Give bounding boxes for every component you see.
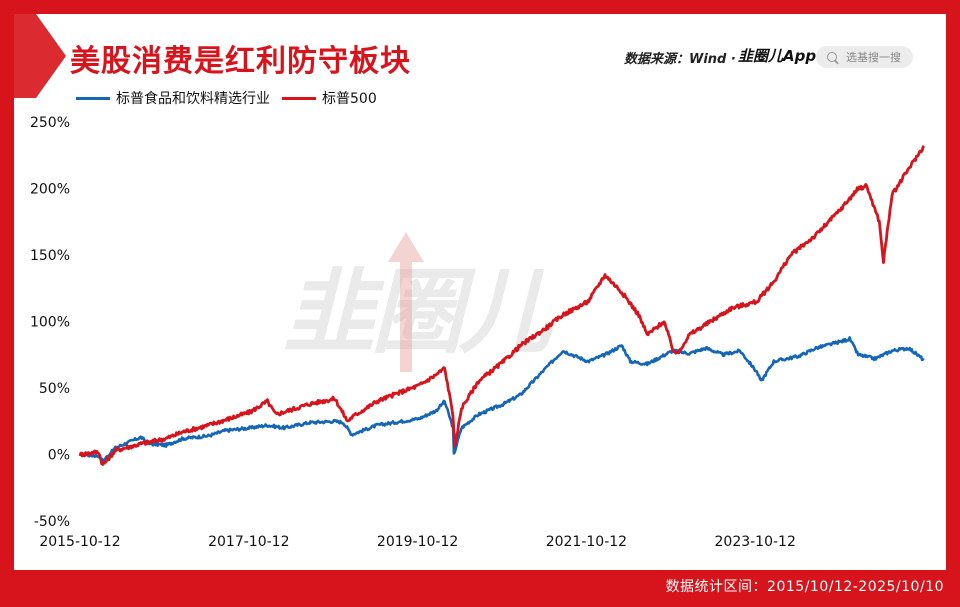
corner-decoration (14, 14, 66, 98)
x-tick-label: 2017-10-12 (208, 534, 289, 550)
x-tick-label: 2019-10-12 (377, 534, 458, 550)
chart-card (14, 14, 946, 570)
legend-swatch-red (282, 96, 316, 100)
brand-logo: 韭圈儿App (738, 47, 817, 65)
y-tick-label: 50% (39, 381, 70, 397)
series-line-food-beverage (79, 336, 925, 463)
legend-label: 标普500 (322, 91, 377, 107)
search-icon (827, 52, 837, 62)
y-tick-label: 200% (30, 182, 70, 198)
y-tick-label: 0% (48, 448, 70, 464)
search-box[interactable]: 选基搜一搜 (816, 46, 913, 68)
data-source: 数据来源：Wind · (624, 52, 736, 67)
y-tick-label: -50% (34, 514, 70, 530)
y-tick-label: 100% (30, 315, 70, 331)
x-tick-label: 2023-10-12 (715, 534, 796, 550)
y-tick-label: 250% (30, 115, 70, 131)
x-tick-label: 2021-10-12 (546, 534, 627, 550)
legend-swatch-blue (76, 96, 110, 100)
legend-label: 标普食品和饮料精选行业 (116, 91, 270, 107)
legend-item-sp500: 标普500 (282, 88, 377, 108)
x-tick-label: 2015-10-12 (39, 534, 120, 550)
date-range-footer: 数据统计区间：2015/10/12-2025/10/10 (665, 579, 944, 595)
chart-title: 美股消费是红利防守板块 (70, 44, 411, 79)
series-line-sp500 (78, 144, 926, 466)
search-placeholder: 选基搜一搜 (846, 51, 901, 64)
watermark-logo: 韭圈儿 (283, 259, 551, 366)
chart-legend: 标普食品和饮料精选行业 标普500 (76, 88, 389, 108)
y-tick-label: 150% (30, 248, 70, 264)
legend-item-food-beverage: 标普食品和饮料精选行业 (76, 88, 270, 108)
up-arrow-icon (388, 232, 424, 372)
